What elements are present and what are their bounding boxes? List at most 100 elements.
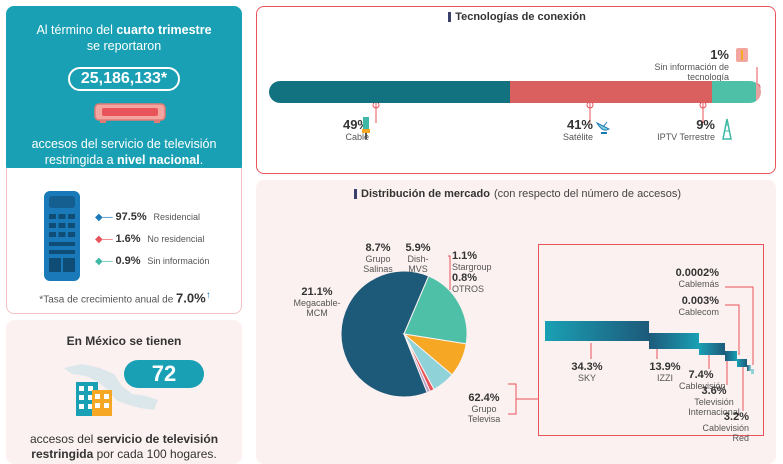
breakdown-connector-1 <box>725 304 740 355</box>
remote-control-icon <box>44 191 80 281</box>
breakdown-name-2: Internacional <box>688 407 740 417</box>
households-text-2: por cada 100 hogares. <box>93 447 217 461</box>
pie-connector-lines <box>448 255 538 415</box>
pie-pct: 1.1% <box>452 250 478 262</box>
diamond-icon: ◆— <box>95 234 113 245</box>
technology-title: Tecnologías de conexión <box>257 11 777 23</box>
national-text-2: restringida a <box>44 153 118 167</box>
pie-name: OTROS <box>452 284 485 294</box>
segment-row-noinfo: ◆— 0.9% Sin información <box>95 254 209 268</box>
tech-label: IPTV Terrestre <box>657 132 715 142</box>
breakdown-label-internacional: 3.6% Televisión Internacional <box>683 385 745 417</box>
market-title: Distribución de mercado (con respecto de… <box>354 188 681 200</box>
pie-label-salinas: 8.7% Grupo Salinas <box>360 242 396 274</box>
segment-row-nonresidential: ◆— 1.6% No residencial <box>95 232 204 246</box>
intro-text: Al término del cuarto trimestre se repor… <box>6 22 242 54</box>
tech-bar-segment-3 <box>756 81 761 103</box>
pie-name: Dish-MVS <box>407 254 429 274</box>
cable-icon <box>362 117 370 139</box>
breakdown-name: IZZI <box>657 373 673 383</box>
tech-bar-segment-1 <box>510 81 712 103</box>
antenna-icon <box>722 118 732 140</box>
national-text-end: . <box>199 153 204 167</box>
pie-name: Grupo <box>365 254 391 264</box>
pie-slice-1 <box>403 275 468 345</box>
households-value: 72 <box>124 360 204 388</box>
diamond-icon: ◆— <box>95 256 113 267</box>
breakdown-bar-5 <box>747 365 751 371</box>
segment-label: No residencial <box>147 234 205 244</box>
breakdown-bar-3 <box>725 351 737 361</box>
breakdown-bar-4 <box>737 359 747 367</box>
pie-pct: 62.4% <box>468 392 500 404</box>
breakdown-label-cablevision-red: 3.2% Cablevisión Red <box>689 411 749 443</box>
households-card: En México se tienen 72 accesos del servi… <box>6 320 242 464</box>
pie-slice-0 <box>340 270 430 398</box>
tech-label: Cable <box>345 132 369 142</box>
tech-bar-segment-0 <box>269 81 511 103</box>
segment-row-residential: ◆— 97.5% Residencial <box>95 210 200 224</box>
breakdown-bar-6 <box>751 369 754 374</box>
breakdown-name: Cablemás <box>678 279 719 289</box>
diamond-icon: ◆— <box>95 212 113 223</box>
breakdown-label-sky: 34.3% SKY <box>565 361 609 383</box>
tech-label-noinfo: 1% Sin información de tecnología <box>613 47 729 82</box>
growth-rate-value: 7.0% <box>176 290 206 306</box>
tech-share-bar <box>269 81 761 103</box>
mexico-map-icon <box>64 364 158 416</box>
pie-name-2: Televisa <box>467 414 501 424</box>
market-pie-chart <box>340 270 468 398</box>
breakdown-name: Cablevisión <box>679 381 726 391</box>
breakdown-name: SKY <box>577 373 596 383</box>
technology-card: Tecnologías de conexión 1% Sin informaci… <box>256 6 776 174</box>
total-accesses-value: 25,186,133* <box>68 67 180 91</box>
households-text-bold1: servicio de televisión <box>96 432 219 446</box>
tech-pct: 9% <box>696 117 715 132</box>
televisa-breakdown: 0.0002% Cablemás 0.003% Cablecom 34.3% S… <box>538 244 764 443</box>
intro-text-2: se reportaron <box>86 39 162 53</box>
pie-name: Grupo <box>471 404 497 414</box>
title-marker <box>448 12 452 22</box>
pie-label-televisa: 62.4% Grupo Televisa <box>462 392 506 424</box>
pie-pct: 0.8% <box>452 272 478 284</box>
segment-pct: 1.6% <box>115 233 141 245</box>
breakdown-bar-2 <box>699 343 725 355</box>
tech-label-cable: 49% Cable <box>319 117 369 142</box>
segment-pct: 0.9% <box>115 255 141 267</box>
tech-pct: 1% <box>710 47 729 62</box>
households-text-1: accesos del <box>29 432 97 446</box>
growth-rate-label: *Tasa de crecimiento anual de <box>39 294 177 306</box>
pie-name: Stargroup <box>452 262 492 272</box>
tech-label: Sin información de tecnología <box>654 62 729 82</box>
pie-label-megacable: 21.1% Megacable-MCM <box>284 286 350 318</box>
segment-label: Residencial <box>153 212 200 222</box>
pie-label-stargroup: 1.1% Stargroup <box>452 250 496 272</box>
unknown-device-icon <box>736 48 748 62</box>
breakdown-connector-0 <box>725 286 754 365</box>
households-text-bold2: restringida <box>31 447 94 461</box>
tech-label: Satélite <box>562 132 593 142</box>
breakdown-label-cablecom: 0.003% Cablecom <box>665 295 719 317</box>
pie-slice-5 <box>403 333 431 394</box>
national-text-bold: nivel nacional <box>117 153 200 167</box>
national-total-card: Al término del cuarto trimestre se repor… <box>6 6 242 174</box>
market-title-rest: (con respecto del número de accesos) <box>493 188 682 200</box>
pie-label-otros: 0.8% OTROS <box>452 272 496 294</box>
growth-rate: *Tasa de crecimiento anual de 7.0%↑ <box>7 290 243 305</box>
market-card: Distribución de mercado (con respecto de… <box>256 180 776 464</box>
breakdown-bar-0 <box>545 321 649 341</box>
satellite-dish-icon <box>595 121 610 134</box>
pie-name-2: Salinas <box>363 264 393 274</box>
breakdown-name-2: Red <box>732 433 749 443</box>
breakdown-pct: 34.3% <box>571 361 603 373</box>
segment-pct: 97.5% <box>115 211 147 223</box>
decoder-icon <box>94 103 166 123</box>
breakdown-pct: 3.2% <box>723 411 749 423</box>
breakdown-name: Cablevisión <box>702 423 749 433</box>
breakdown-label-cablevision: 7.4% Cablevisión <box>679 369 726 391</box>
breakdown-bars <box>545 286 754 411</box>
market-title-bold: Distribución de mercado <box>361 188 490 200</box>
breakdown-pct: 7.4% <box>688 369 714 381</box>
tech-bar-segment-2 <box>711 81 757 103</box>
